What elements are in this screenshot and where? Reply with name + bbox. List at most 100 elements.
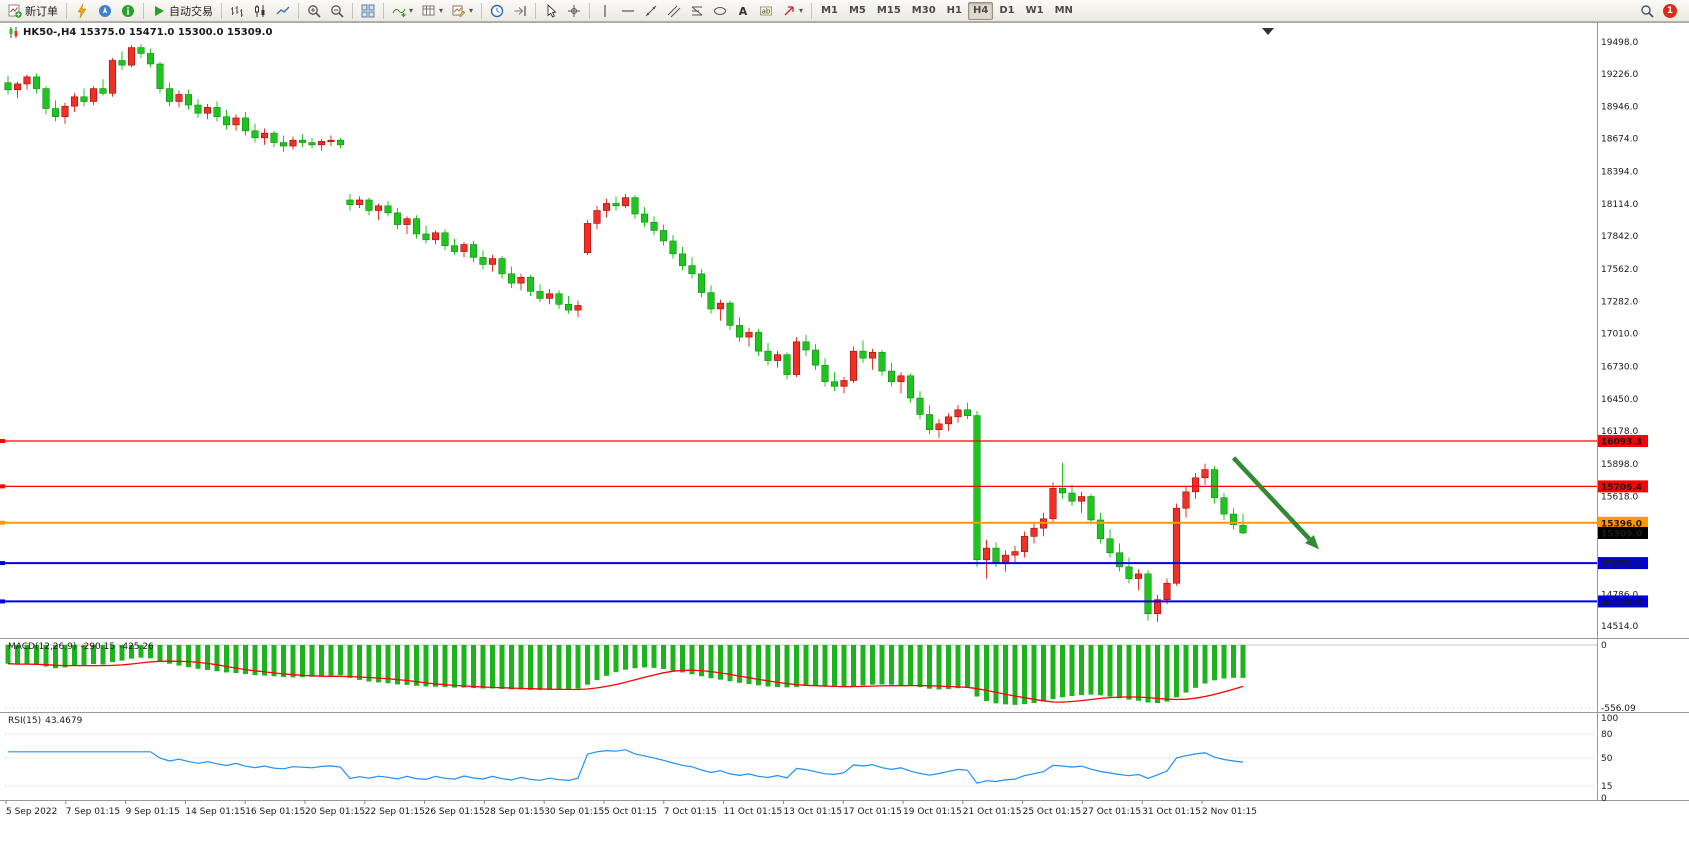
- horizontal-line-button[interactable]: [617, 2, 639, 20]
- price-axis[interactable]: 19498.0 19226.0 18946.0 18674.0 18394.0 18114…: [1601, 38, 1638, 632]
- candle: [849, 346, 858, 383]
- candle: [422, 225, 430, 244]
- horizontal-line-15706.4[interactable]: [0, 484, 1597, 489]
- candle: [669, 235, 677, 259]
- candle: [868, 348, 877, 370]
- arrows-button[interactable]: ▾: [778, 2, 807, 20]
- periods-icon: [422, 4, 436, 18]
- toolbar-separator: [383, 2, 384, 19]
- vertical-line-button[interactable]: [594, 2, 616, 20]
- trend-arrow[interactable]: [1231, 456, 1320, 550]
- candle: [1182, 487, 1190, 518]
- zoom-out-button[interactable]: [326, 2, 348, 20]
- svg-text:14514.0: 14514.0: [1601, 622, 1638, 632]
- terminal-button[interactable]: [117, 2, 139, 20]
- cursor-button[interactable]: [540, 2, 562, 20]
- notification-badge[interactable]: 1: [1663, 3, 1677, 18]
- time-axis[interactable]: 5 Sep 2022 7 Sep 01:15 9 Sep 01:15 14 Sep 0…: [5, 800, 1257, 817]
- candle: [1096, 512, 1105, 544]
- svg-text:21 Oct 01:15: 21 Oct 01:15: [963, 807, 1022, 817]
- periods-button[interactable]: ▾: [418, 2, 447, 20]
- candle: [621, 194, 630, 209]
- autoscroll-button[interactable]: [486, 2, 508, 20]
- horizontal-line-16093.3[interactable]: [0, 439, 1597, 444]
- toolbar-right: 1: [1636, 2, 1685, 20]
- candle: [194, 99, 202, 118]
- candle: [1039, 512, 1048, 537]
- candle: [61, 102, 69, 124]
- candle: [488, 255, 497, 272]
- candle: [973, 410, 981, 567]
- svg-text:17842.0: 17842.0: [1601, 232, 1638, 242]
- candlestick-chart-button[interactable]: [249, 2, 271, 20]
- candle: [1058, 462, 1067, 499]
- svg-text:22 Sep 01:15: 22 Sep 01:15: [365, 807, 425, 817]
- channel-button[interactable]: [663, 2, 685, 20]
- new-order-button[interactable]: 新订单: [4, 2, 62, 20]
- candle: [479, 250, 487, 270]
- autotrading-button[interactable]: 自动交易: [148, 2, 217, 20]
- candle: [887, 362, 896, 387]
- templates-button[interactable]: ▾: [448, 2, 477, 20]
- candle: [469, 240, 478, 263]
- timeframe-d1[interactable]: D1: [994, 2, 1019, 20]
- macd-value-main: -290.15: [80, 642, 116, 652]
- zoom-out-icon: [330, 4, 344, 18]
- candle: [735, 317, 744, 342]
- candle: [650, 216, 658, 236]
- chart-shift-marker[interactable]: [1262, 28, 1274, 35]
- zoom-in-button[interactable]: [303, 2, 325, 20]
- timeframe-m15[interactable]: M15: [872, 2, 906, 20]
- svg-text:30 Sep 01:15: 30 Sep 01:15: [544, 807, 604, 817]
- horizontal-line-14724.9[interactable]: [0, 599, 1597, 604]
- tile-icon: [361, 4, 375, 18]
- shapes-button[interactable]: [709, 2, 731, 20]
- indicators-button[interactable]: ▾: [388, 2, 417, 20]
- timeframe-w1[interactable]: W1: [1021, 2, 1049, 20]
- autotrading-button-label: 自动交易: [169, 4, 213, 18]
- line-icon: [276, 4, 290, 18]
- text-label-button[interactable]: ab: [755, 2, 777, 20]
- candle: [4, 75, 12, 95]
- svg-text:14724.9: 14724.9: [1601, 598, 1642, 608]
- candle: [51, 100, 60, 122]
- fibonacci-button[interactable]: [686, 2, 708, 20]
- timeframe-m1[interactable]: M1: [816, 2, 843, 20]
- svg-text:18114.0: 18114.0: [1601, 200, 1638, 210]
- svg-text:19498.0: 19498.0: [1601, 38, 1638, 48]
- chart-shift-button[interactable]: [509, 2, 531, 20]
- bar-chart-button[interactable]: [226, 2, 248, 20]
- price-chart[interactable]: 19498.0 19226.0 18946.0 18674.0 18394.0 18114…: [0, 22, 1689, 859]
- candle: [602, 198, 611, 218]
- market-watch-button[interactable]: [71, 2, 93, 20]
- svg-text:5 Sep 2022: 5 Sep 2022: [6, 807, 57, 817]
- horizontal-line-15396.0[interactable]: [0, 520, 1597, 525]
- tile-windows-button[interactable]: [357, 2, 379, 20]
- timeframe-m5[interactable]: M5: [844, 2, 871, 20]
- trendline-button[interactable]: [640, 2, 662, 20]
- candle: [184, 89, 193, 110]
- candle: [792, 337, 801, 377]
- candle: [32, 73, 41, 94]
- search-button[interactable]: [1636, 2, 1658, 20]
- timeframe-h1[interactable]: H1: [942, 2, 967, 20]
- svg-text:15: 15: [1601, 782, 1612, 792]
- text-button[interactable]: A: [732, 2, 754, 20]
- candle: [1144, 570, 1152, 621]
- cursor-icon: [544, 3, 558, 18]
- candle: [745, 327, 753, 347]
- candle: [612, 196, 620, 211]
- line-chart-button[interactable]: [272, 2, 294, 20]
- chart-window[interactable]: 19498.0 19226.0 18946.0 18674.0 18394.0 18114…: [0, 22, 1689, 859]
- navigator-button[interactable]: [94, 2, 116, 20]
- crosshair-button[interactable]: [563, 2, 585, 20]
- terminal-icon: [121, 4, 135, 18]
- candle: [935, 419, 943, 438]
- timeframe-mn[interactable]: MN: [1050, 2, 1078, 20]
- candle: [365, 197, 373, 216]
- timeframe-h4[interactable]: H4: [967, 1, 994, 20]
- chart-title-text: HK50-,H4 15375.0 15471.0 15300.0 15309.0: [23, 27, 273, 38]
- horizontal-line-15052.1[interactable]: [0, 561, 1597, 566]
- timeframe-m30[interactable]: M30: [907, 2, 941, 20]
- candle: [840, 376, 848, 394]
